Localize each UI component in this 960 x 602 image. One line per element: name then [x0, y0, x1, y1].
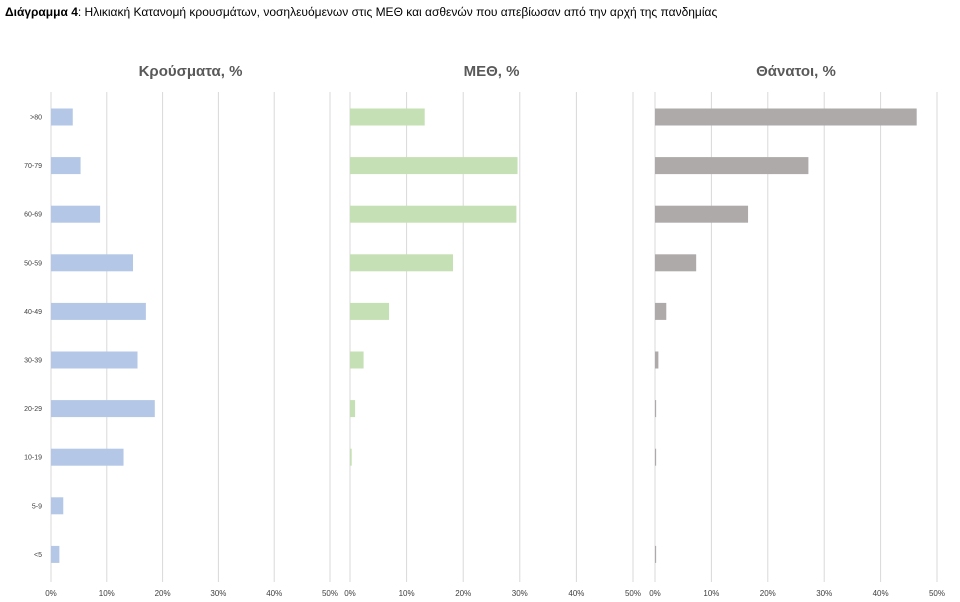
- panel-2-bar: [350, 254, 454, 272]
- category-label: 10-19: [24, 455, 42, 462]
- panel-1-title: Κρούσματα, %: [139, 63, 243, 80]
- caption-prefix: Διάγραμμα 4: [5, 5, 78, 19]
- panel-1-tick-label: 30%: [210, 589, 226, 598]
- panel-1-bar: [51, 351, 138, 369]
- category-label: >80: [30, 115, 42, 122]
- panel-1-tick-label: 20%: [155, 589, 171, 598]
- panel-3-bar: [655, 302, 667, 320]
- panel-2-tick-label: 40%: [568, 589, 584, 598]
- panel-1-tick-label: 50%: [322, 589, 338, 598]
- panel-3-bar: [655, 400, 657, 418]
- panel-2-bar: [350, 157, 518, 175]
- panel-2-bar: [350, 448, 352, 466]
- panel-3-tick-label: 30%: [816, 589, 832, 598]
- panel-1-bar: [51, 497, 64, 515]
- panel-1-bar: [51, 254, 134, 272]
- panel-1-bar: [51, 302, 146, 320]
- panel-1-bar: [51, 545, 60, 563]
- panel-2-title: ΜΕΘ, %: [464, 63, 520, 80]
- caption-text: : Ηλικιακή Κατανομή κρουσμάτων, νοσηλευό…: [77, 5, 718, 19]
- panel-3-bar: [655, 545, 657, 563]
- panel-1-bar: [51, 400, 155, 418]
- panel-3-tick-label: 40%: [873, 589, 889, 598]
- panel-3-title: Θάνατοι, %: [756, 63, 836, 80]
- panel-3-bar: [655, 351, 659, 369]
- panel-1-tick-label: 10%: [99, 589, 115, 598]
- panel-3-bar: [655, 448, 657, 466]
- panel-1-bar: [51, 205, 101, 223]
- panel-2-bar: [350, 205, 517, 223]
- panel-3-bar: [655, 254, 697, 272]
- panel-2-bar: [350, 302, 390, 320]
- panel-3-bar: [655, 108, 917, 126]
- panel-2-tick-label: 0%: [344, 589, 356, 598]
- category-label: 40-49: [24, 309, 42, 316]
- panel-3-tick-label: 10%: [703, 589, 719, 598]
- category-label: 50-59: [24, 260, 42, 267]
- category-label: 30-39: [24, 358, 42, 365]
- panel-3-tick-label: 50%: [929, 589, 945, 598]
- panel-1-bar: [51, 448, 124, 466]
- panel-3-bar: [655, 205, 749, 223]
- panel-2-bar: [350, 400, 356, 418]
- panel-3-tick-label: 20%: [760, 589, 776, 598]
- figure-caption: Διάγραμμα 4: Ηλικιακή Κατανομή κρουσμάτω…: [5, 5, 717, 19]
- panel-3-tick-label: 0%: [649, 589, 661, 598]
- panel-1-bar: [51, 108, 73, 126]
- panel-3-bar: [655, 157, 809, 175]
- panel-1-tick-label: 40%: [266, 589, 282, 598]
- panel-2-tick-label: 20%: [455, 589, 471, 598]
- category-label: 20-29: [24, 406, 42, 413]
- panel-2-bar: [350, 351, 364, 369]
- category-label: 5-9: [32, 503, 42, 510]
- panel-1-bar: [51, 157, 81, 175]
- panel-2-tick-label: 10%: [399, 589, 415, 598]
- panel-1-tick-label: 0%: [45, 589, 57, 598]
- panel-2-tick-label: 30%: [512, 589, 528, 598]
- category-label: 60-69: [24, 212, 42, 219]
- panel-2-bar: [350, 108, 425, 126]
- category-label: <5: [34, 552, 42, 559]
- panel-2-tick-label: 50%: [625, 589, 641, 598]
- category-label: 70-79: [24, 163, 42, 170]
